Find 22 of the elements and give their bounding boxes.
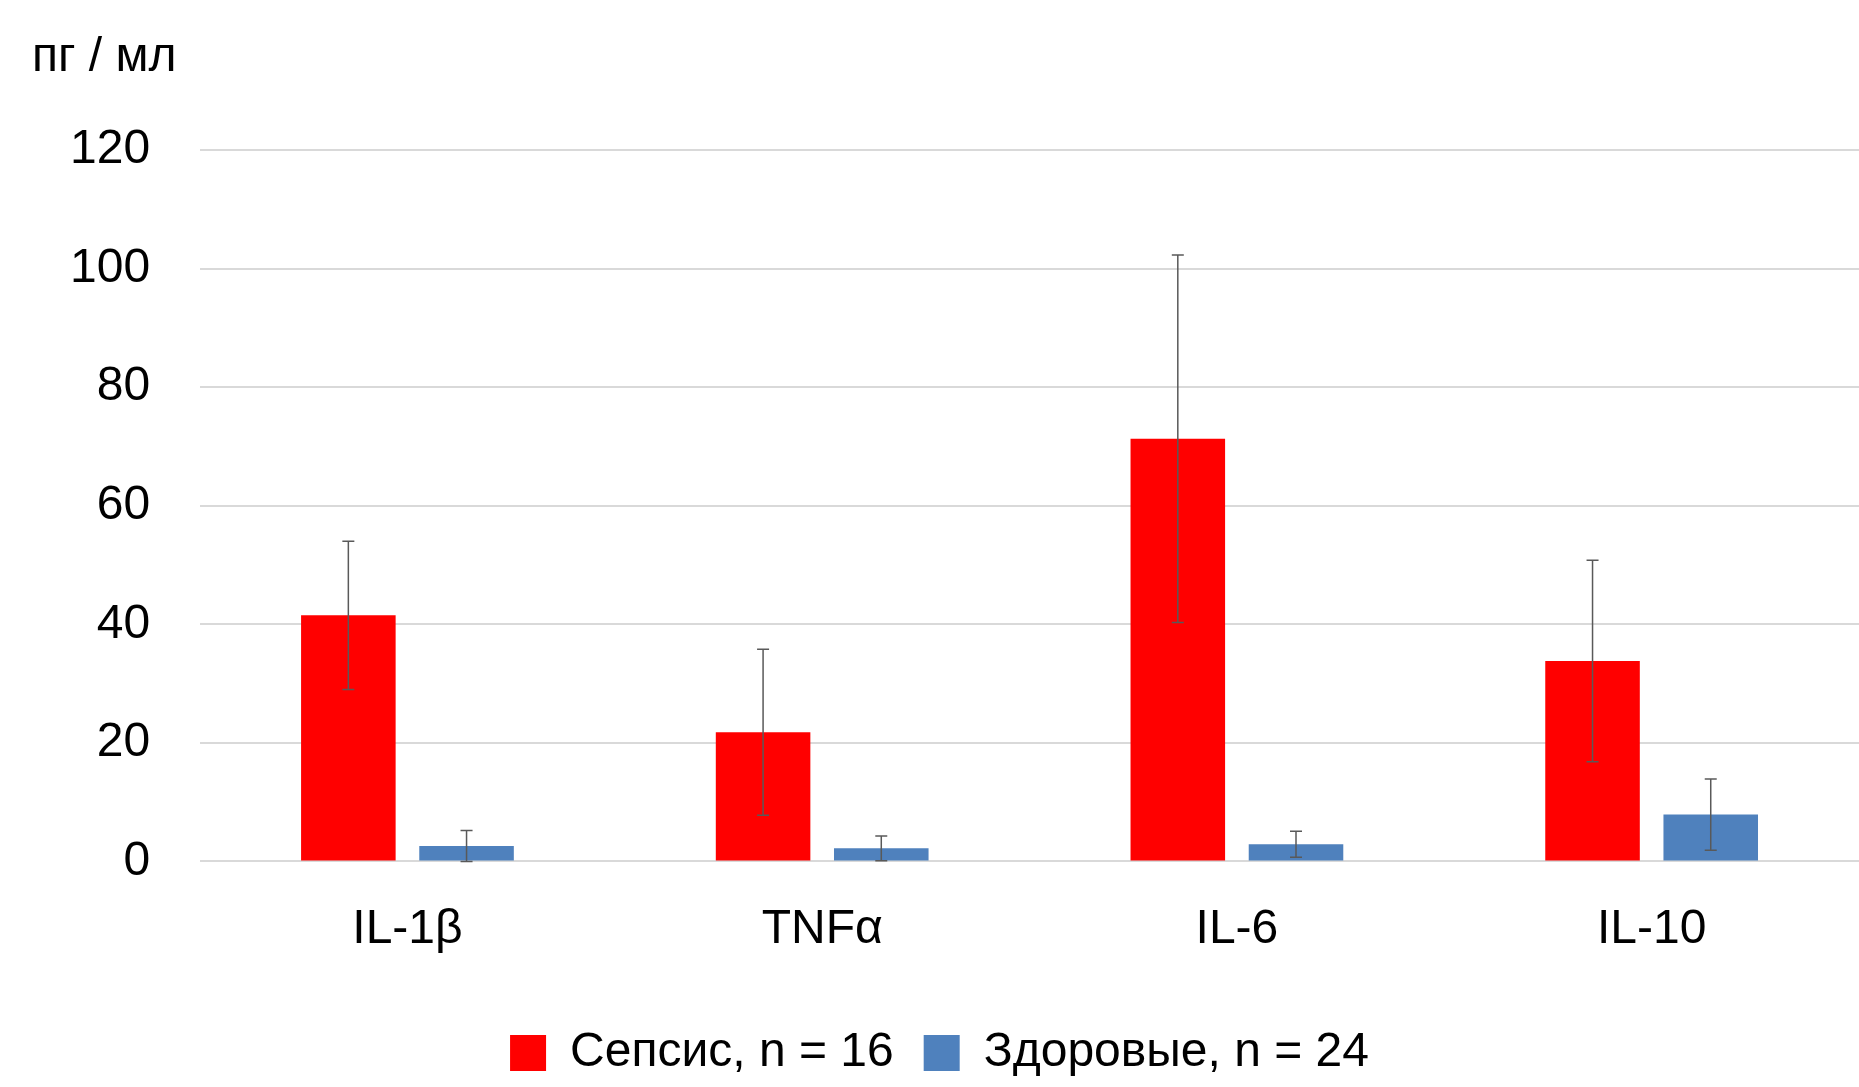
bar: [715, 732, 811, 861]
bar: [834, 848, 929, 861]
x-tick-label: IL-1β: [352, 900, 463, 954]
bar: [419, 845, 514, 861]
bar: [1545, 661, 1640, 861]
bar: [1248, 844, 1344, 861]
y-tick-label: 100: [69, 238, 151, 292]
y-axis-title: пг / мл: [32, 28, 177, 82]
legend-label: Здоровые, n = 24: [983, 1023, 1369, 1077]
y-tick-label: 80: [96, 357, 151, 411]
x-tick-label: IL-10: [1596, 900, 1707, 954]
bar: [1663, 814, 1759, 861]
y-tick-label: 20: [96, 713, 151, 767]
x-tick-label: TNFα: [761, 900, 883, 954]
legend-label: Сепсис, n = 16: [570, 1023, 894, 1077]
bar: [301, 615, 396, 861]
y-tick-label: 120: [69, 120, 151, 174]
y-tick-label: 0: [123, 831, 151, 885]
y-tick-label: 40: [96, 594, 151, 648]
x-tick-label: IL-6: [1195, 900, 1279, 954]
y-tick-label: 60: [96, 475, 151, 529]
bar: [1130, 438, 1226, 861]
